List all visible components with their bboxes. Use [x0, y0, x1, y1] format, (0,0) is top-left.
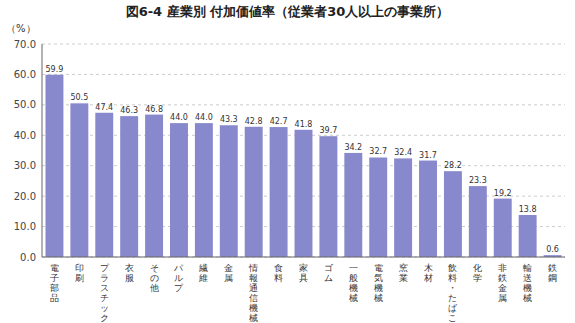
- bar: [344, 153, 362, 257]
- data-label: 31.7: [419, 151, 437, 160]
- bar: [494, 199, 512, 257]
- data-label: 44.0: [195, 113, 213, 122]
- bar: [369, 157, 387, 257]
- bar: [444, 171, 462, 257]
- data-label: 44.0: [170, 113, 188, 122]
- x-tick-label: パルプ: [173, 263, 184, 293]
- bar: [170, 123, 188, 257]
- bar: [519, 215, 537, 257]
- chart: 図6-4 産業別 付加価値率（従業者30人以上の事業所） （%） 0.0 10.0 20…: [0, 0, 575, 323]
- data-label: 19.2: [494, 189, 512, 198]
- x-tick-label: 衣服: [125, 263, 134, 283]
- data-label: 46.8: [145, 105, 163, 114]
- data-label: 42.7: [270, 117, 288, 126]
- bar: [245, 127, 263, 257]
- x-tick-label: 飲料・たばこ: [448, 263, 458, 323]
- bar: [195, 123, 213, 257]
- bar: [95, 113, 113, 257]
- x-axis: 電子部品 印刷 プラスチック 衣服 その他 パルプ 繊維金属 情報通信機械 食料家具ゴム 一般機械…: [50, 263, 557, 323]
- data-label: 43.3: [220, 115, 238, 124]
- x-tick-label: ゴム: [324, 263, 334, 283]
- x-tick-label: 化学: [473, 263, 482, 283]
- bar: [270, 127, 288, 257]
- x-tick-label: 金属: [224, 263, 233, 283]
- data-label: 28.2: [444, 161, 462, 170]
- x-tick-label: 印刷: [75, 263, 84, 283]
- y-axis-line: [42, 44, 43, 257]
- data-label: 32.4: [394, 148, 412, 157]
- y-tick-label: 40.0: [14, 130, 36, 141]
- bar: [220, 125, 238, 257]
- x-tick-label: プラスチック: [100, 263, 110, 323]
- x-tick-label: 木材: [423, 263, 433, 283]
- x-tick-label: 輸送機械: [523, 263, 532, 303]
- bar: [469, 186, 487, 257]
- x-tick-label: 食料: [274, 263, 283, 283]
- data-label: 23.3: [469, 176, 487, 185]
- x-tick-label: 一般機械: [349, 263, 358, 303]
- grid-line: [42, 44, 565, 45]
- bar: [394, 158, 412, 257]
- bar: [120, 116, 138, 257]
- x-tick-label: 鉄鋼: [548, 263, 557, 283]
- grid-line: [42, 74, 565, 75]
- y-tick-label: 10.0: [14, 221, 36, 232]
- x-tick-label: 家具: [299, 263, 308, 283]
- grid-line: [42, 257, 565, 258]
- data-label: 46.3: [120, 106, 138, 115]
- data-label: 32.7: [369, 147, 387, 156]
- x-axis-line: [42, 257, 565, 258]
- bar: [419, 161, 437, 257]
- bar: [319, 136, 337, 257]
- x-tick-label: 電子部品: [50, 263, 59, 303]
- y-tick-label: 60.0: [14, 69, 36, 80]
- y-tick-label: 70.0: [14, 39, 36, 50]
- bar: [295, 130, 313, 257]
- data-label: 42.8: [245, 117, 263, 126]
- data-label: 41.8: [295, 120, 313, 129]
- bar: [70, 103, 88, 257]
- bars: [45, 75, 561, 257]
- y-axis-label: （%）: [6, 23, 36, 34]
- y-tick-label: 30.0: [14, 160, 36, 171]
- data-label: 34.2: [344, 143, 362, 152]
- data-label: 0.6: [546, 245, 559, 254]
- data-label: 47.4: [95, 103, 113, 112]
- y-tick-label: 20.0: [14, 191, 36, 202]
- data-label: 50.5: [70, 93, 88, 102]
- y-axis: 0.0 10.0 20.0 30.0 40.0 50.0 60.0 70.0: [14, 39, 565, 263]
- data-labels: 59.9 50.5 47.4 46.3 46.8 44.0 44.0 43.3 42.8 42.7…: [46, 65, 559, 254]
- title: 図6-4 産業別 付加価値率（従業者30人以上の事業所）: [126, 4, 450, 19]
- data-label: 39.7: [319, 126, 337, 135]
- data-label: 13.8: [519, 205, 537, 214]
- bar: [45, 75, 63, 257]
- x-tick-label: 電気機械: [374, 263, 383, 303]
- x-tick-label: 非鉄金属: [498, 263, 507, 303]
- bar: [145, 115, 163, 257]
- x-tick-label: 情報通信機械: [248, 263, 258, 323]
- y-tick-label: 50.0: [14, 99, 36, 110]
- x-tick-label: 窯業: [399, 263, 408, 283]
- y-tick-label: 0.0: [20, 252, 36, 263]
- x-tick-label: 繊維: [198, 263, 208, 283]
- data-label: 59.9: [46, 65, 64, 74]
- x-tick-label: その他: [150, 263, 159, 293]
